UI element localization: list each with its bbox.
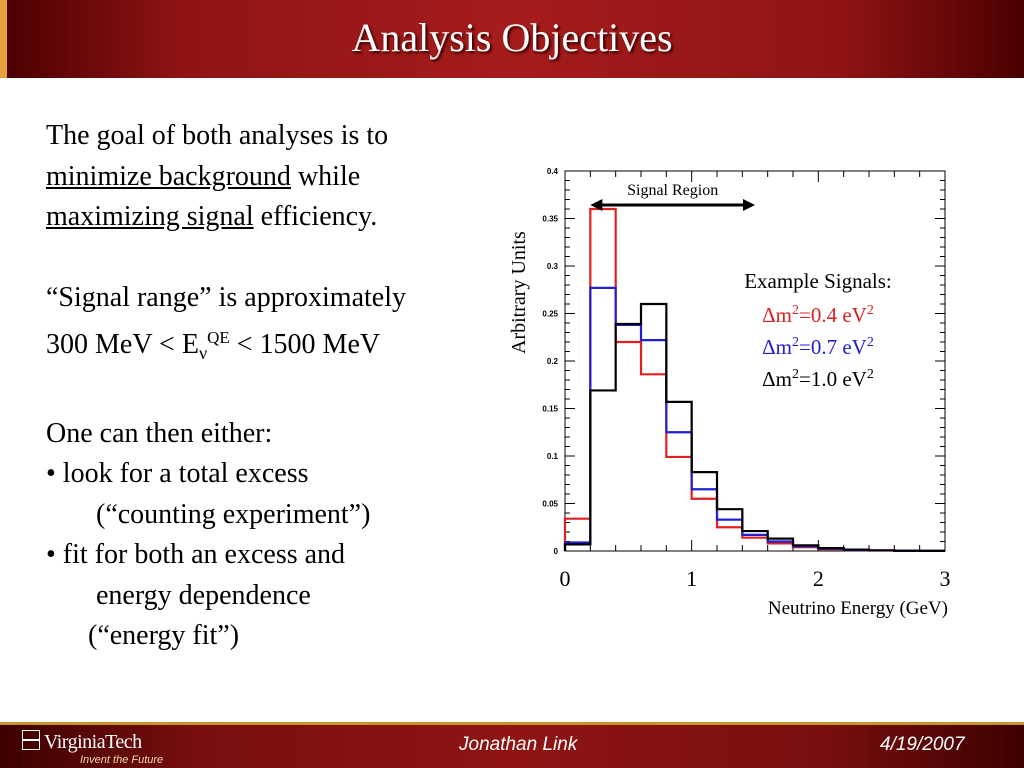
- legend-entry: Δm2=1.0 eV2: [762, 367, 874, 391]
- bullet-item: • look for a total excess: [46, 454, 506, 495]
- plot-frame: [564, 170, 946, 552]
- body-line: (“counting experiment”): [46, 495, 506, 536]
- y-tick-label: 0: [554, 547, 559, 556]
- y-axis-label: Arbitrary Units: [508, 231, 530, 354]
- body-text: • fit for both an excess and: [46, 539, 346, 570]
- crest-icon: [22, 730, 40, 750]
- legend-entry: Δm2=0.4 eV2: [762, 303, 874, 327]
- footer-stripe: [0, 722, 1024, 725]
- title-bar: Analysis Objectives: [0, 0, 1024, 78]
- body-text: while: [290, 160, 361, 192]
- x-tick-label: 0: [560, 566, 571, 591]
- y-tick-label: 0.05: [542, 500, 558, 509]
- body-text: efficiency.: [253, 201, 378, 232]
- body-line: 300 MeV < EνQE < 1500 MeV: [46, 318, 506, 374]
- histogram-series: [563, 207, 945, 553]
- spacer: [46, 374, 506, 414]
- x-tick-label: 3: [940, 566, 951, 591]
- arrow-right-icon: [743, 199, 755, 211]
- x-axis: 0 1 2 3: [560, 171, 951, 591]
- body-text: 300 MeV < E: [46, 329, 199, 360]
- title-accent-stripe: [0, 0, 7, 78]
- footer-author: Jonathan Link: [459, 734, 578, 755]
- university-logo: VirginiaTech Invent the Future: [22, 730, 163, 766]
- slide-title: Analysis Objectives: [351, 15, 673, 60]
- logo-tagline: Invent the Future: [80, 754, 164, 766]
- body-line: energy dependence: [46, 576, 506, 617]
- x-axis-label: Neutrino Energy (GeV): [768, 598, 948, 619]
- legend-entry: Δm2=0.7 eV2: [762, 335, 874, 359]
- slide-body: The goal of both analyses is to minimize…: [46, 116, 506, 657]
- spacer: [46, 238, 506, 278]
- y-tick-label: 0.2: [547, 357, 559, 366]
- body-text: (“energy fit”): [88, 620, 240, 651]
- subscript: ν: [198, 343, 208, 363]
- body-line: (“energy fit”): [46, 616, 506, 657]
- y-tick-label: 0.1: [547, 452, 559, 461]
- y-tick-label: 0.25: [542, 310, 558, 319]
- signal-region-annotation: Signal Region: [590, 182, 755, 211]
- histogram-line: [563, 207, 945, 553]
- logo-text: VirginiaTech: [44, 731, 142, 753]
- body-text: One can then either:: [46, 417, 273, 449]
- body-text: < 1500 MeV: [229, 329, 381, 360]
- arrow-left-icon: [590, 199, 603, 211]
- body-text: The goal of both analyses is to: [46, 120, 389, 151]
- legend-title: Example Signals:: [744, 269, 892, 293]
- legend: Example Signals: Δm2=0.4 eV2 Δm2=0.7 eV2 Δ…: [744, 269, 892, 391]
- x-tick-label: 1: [686, 566, 697, 591]
- y-tick-label: 0.4: [547, 167, 559, 176]
- y-tick-label: 0.35: [542, 215, 558, 224]
- body-text: • look for a total excess: [46, 458, 309, 489]
- histogram-chart: 0 0.05 0.1 0.15 0.2 0.25 0.3 0.35 0.4 0 1 2 3 Signa…: [508, 167, 951, 619]
- x-tick-label: 2: [813, 566, 824, 591]
- y-tick-label: 0.15: [542, 405, 558, 414]
- underlined-text: maximizing signal: [46, 201, 254, 232]
- body-line: The goal of both analyses is to: [46, 116, 506, 157]
- body-line: “Signal range” is approximately: [46, 278, 506, 319]
- body-text: “Signal range” is approximately: [46, 281, 406, 313]
- bullet-item: • fit for both an excess and: [46, 535, 506, 576]
- footer-bar: VirginiaTech Invent the Future Jonathan …: [0, 722, 1024, 768]
- body-text: (“counting experiment”): [96, 498, 371, 530]
- superscript: QE: [207, 328, 230, 347]
- signal-region-label: Signal Region: [627, 182, 718, 199]
- histogram-line: [563, 286, 945, 553]
- body-text: energy dependence: [96, 579, 311, 611]
- underlined-text: minimize background: [46, 160, 291, 192]
- histogram-line: [563, 302, 945, 553]
- body-line: maximizing signal efficiency.: [46, 197, 506, 238]
- body-line: minimize background while: [46, 157, 506, 198]
- y-tick-label: 0.3: [547, 262, 559, 271]
- footer-date: 4/19/2007: [880, 734, 965, 755]
- body-line: One can then either:: [46, 414, 506, 455]
- y-axis: 0 0.05 0.1 0.15 0.2 0.25 0.3 0.35 0.4: [542, 167, 945, 556]
